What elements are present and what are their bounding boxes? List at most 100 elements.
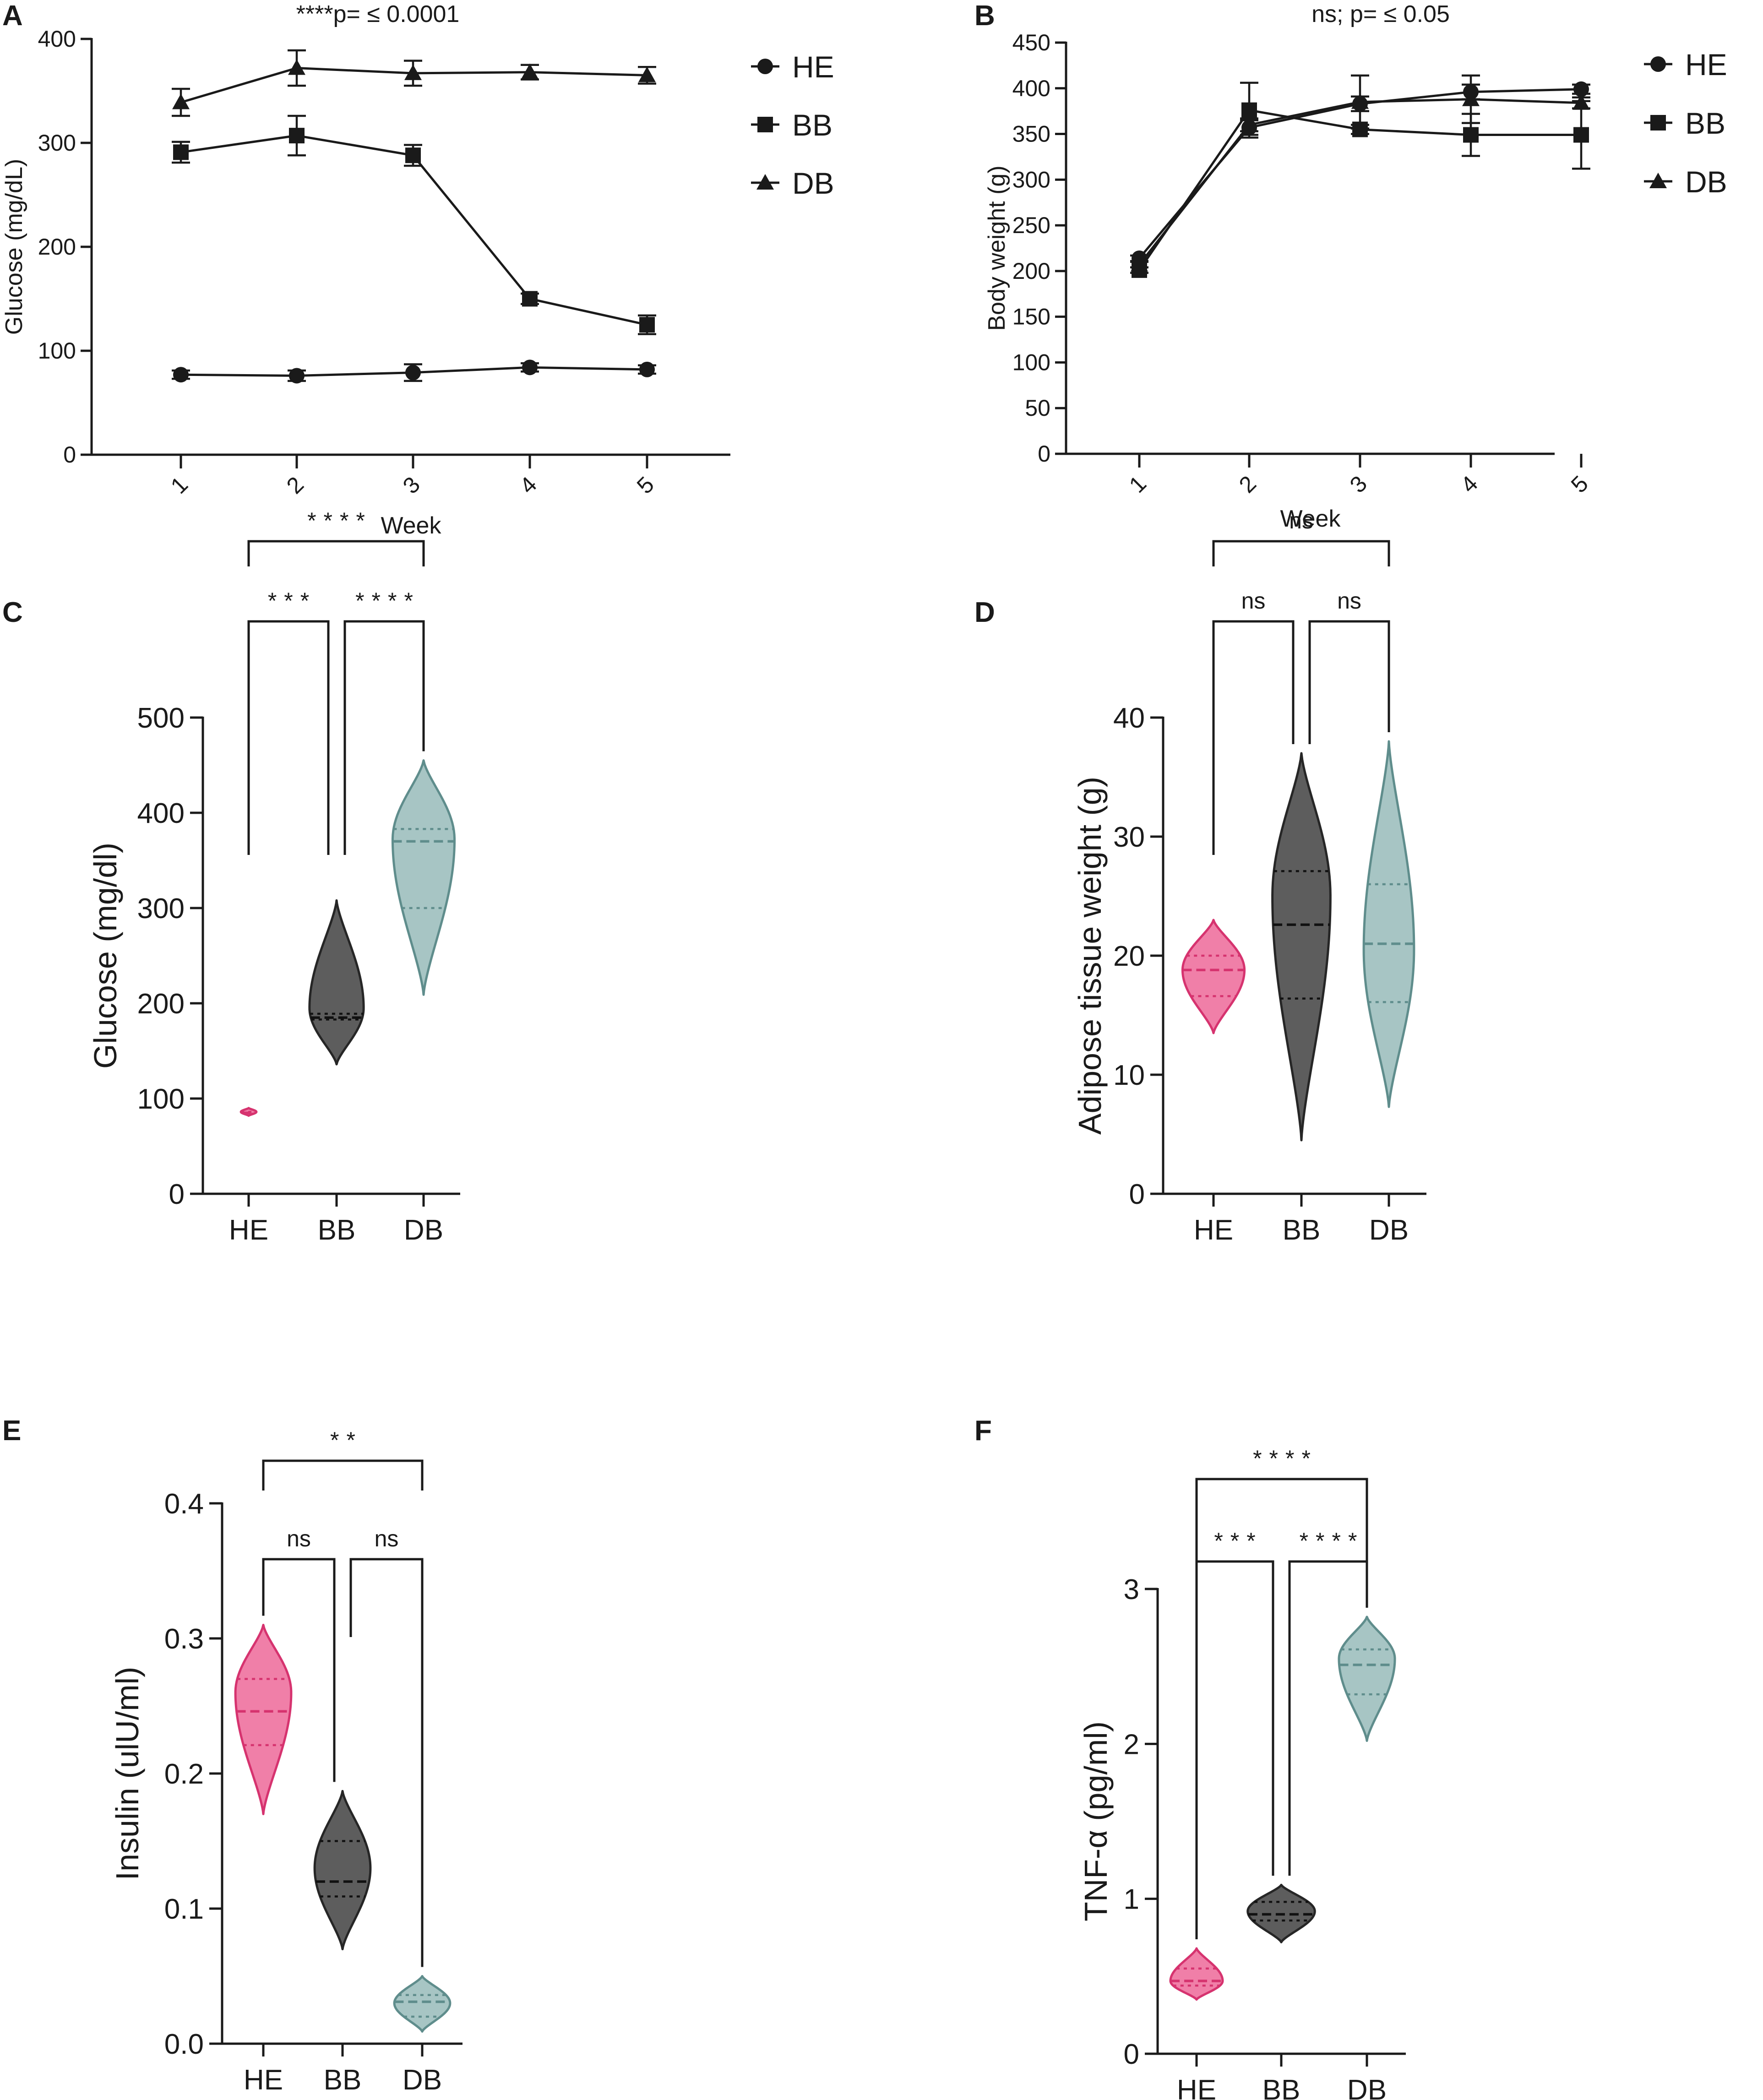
data-point: [405, 147, 421, 163]
violin-body: [1338, 1616, 1396, 1742]
series-bb: BB: [1130, 82, 1725, 278]
x-tick-label: DB: [404, 1214, 443, 1246]
legend-label: DB: [792, 166, 834, 200]
x-tick-label: 4: [1456, 471, 1483, 498]
legend-label: DB: [1685, 165, 1727, 199]
x-tick-label: 5: [1566, 471, 1593, 498]
y-axis-label: Insulin (ulU/ml): [109, 1667, 145, 1881]
violin-db: [393, 1975, 452, 2033]
panel-b: B 0 50 100 150 200 250 300 350 400 450 1 2 3 4 5 Week Bod…: [974, 0, 1727, 532]
x-tick-label: 5: [632, 472, 659, 499]
panel-e: E 0.0 0.1 0.2 0.3 0.4 HE BB DB Insulin (ulU/ml) ns…: [2, 1415, 463, 2096]
series-db: DB: [172, 49, 834, 200]
bracket-line: [1212, 540, 1390, 566]
violin-he: [1181, 919, 1246, 1034]
legend-label: HE: [1685, 48, 1727, 82]
y-tick-label: 450: [1012, 30, 1050, 55]
x-tick-label: 3: [398, 472, 425, 499]
legend-label: HE: [792, 50, 834, 84]
bracket-line: [1308, 620, 1390, 744]
x-tick-label: BB: [1262, 2074, 1300, 2100]
y-tick-label: 400: [1012, 76, 1050, 101]
legend-label: BB: [792, 108, 833, 142]
chart-title: ****p= ≤ 0.0001: [296, 1, 460, 27]
x-tick-label: HE: [244, 2064, 283, 2096]
y-tick-label: 100: [38, 338, 76, 364]
significance-bracket: ****: [1195, 1446, 1368, 1939]
violin-he: [234, 1624, 293, 1815]
x-tick-label: BB: [318, 1214, 356, 1246]
legend-marker: [1649, 173, 1667, 188]
data-point: [639, 361, 655, 377]
bracket-line: [343, 620, 425, 855]
significance-label: ****: [355, 588, 420, 614]
y-tick-label: 50: [1025, 395, 1050, 421]
significance-label: ***: [1214, 1528, 1262, 1554]
bracket-line: [1288, 1560, 1368, 1876]
x-tick-label: 2: [282, 472, 309, 499]
y-tick-label: 0: [63, 442, 76, 468]
x-tick-label: BB: [1283, 1214, 1321, 1246]
y-tick-label: 10: [1113, 1060, 1145, 1091]
x-tick-label: DB: [403, 2064, 442, 2096]
panel-letter: A: [2, 0, 23, 32]
significance-label: ns: [287, 1526, 311, 1551]
data-point: [288, 59, 305, 75]
data-point: [522, 291, 538, 307]
significance-bracket: ***: [1195, 1528, 1274, 1939]
bracket-line: [1195, 1560, 1274, 1939]
y-tick-label: 20: [1113, 941, 1145, 972]
x-tick-label: HE: [1177, 2074, 1216, 2100]
significance-bracket: ns: [1308, 588, 1390, 744]
data-point: [1463, 127, 1479, 143]
violin-db: [391, 759, 456, 996]
violin-db: [1338, 1616, 1396, 1742]
bracket-line: [349, 1558, 424, 1967]
y-tick-label: 350: [1012, 121, 1050, 147]
x-tick-label: 3: [1345, 471, 1372, 498]
y-tick-label: 0: [1129, 1179, 1145, 1210]
legend-marker: [1650, 56, 1666, 72]
x-tick-label: 4: [515, 472, 542, 499]
significance-bracket: **: [262, 1427, 424, 1491]
violin-body: [313, 1790, 372, 1950]
data-point: [521, 63, 539, 79]
y-axis-label: TNF-α (pg/ml): [1078, 1721, 1114, 1921]
data-point: [173, 144, 189, 160]
y-axis-label: Glucose (mg/dl): [87, 843, 123, 1069]
legend-marker: [757, 59, 773, 74]
data-point: [1573, 94, 1590, 110]
y-axis-label: Body weight (g): [984, 165, 1010, 331]
legend-marker: [757, 117, 773, 132]
y-axis-label: Glucose (mg/dL): [1, 159, 27, 335]
y-tick-label: 200: [38, 234, 76, 260]
legend-marker: [756, 174, 774, 190]
panel-letter: E: [2, 1415, 21, 1447]
y-tick-label: 400: [38, 26, 76, 52]
data-point: [1462, 90, 1480, 106]
x-tick-label: DB: [1347, 2074, 1387, 2100]
series-bb: BB: [172, 108, 833, 335]
significance-label: ns: [375, 1526, 399, 1551]
data-point: [173, 367, 189, 383]
data-point: [1241, 102, 1257, 118]
y-tick-label: 0.0: [164, 2029, 204, 2060]
bracket-line: [262, 1459, 424, 1491]
significance-label: ns: [1241, 588, 1266, 614]
significance-bracket: ns: [262, 1526, 336, 1782]
y-tick-label: 30: [1113, 822, 1145, 853]
violin-bb: [308, 899, 365, 1066]
significance-label: ns: [1337, 588, 1361, 614]
data-point: [1131, 256, 1148, 272]
significance-bracket: ns: [1212, 588, 1295, 855]
y-tick-label: 0.4: [164, 1488, 204, 1520]
violin-body: [391, 759, 456, 996]
violin-body: [234, 1624, 293, 1815]
y-tick-label: 100: [1012, 349, 1050, 375]
y-tick-label: 0.1: [164, 1893, 204, 1925]
y-tick-label: 250: [1012, 212, 1050, 238]
y-axis-label: Adipose tissue weight (g): [1072, 777, 1108, 1135]
panel-letter: C: [2, 597, 23, 628]
panel-c: C 0 100 200 300 400 500 HE BB DB Glucose (mg/dl) **…: [2, 508, 460, 1246]
y-tick-label: 300: [38, 130, 76, 156]
